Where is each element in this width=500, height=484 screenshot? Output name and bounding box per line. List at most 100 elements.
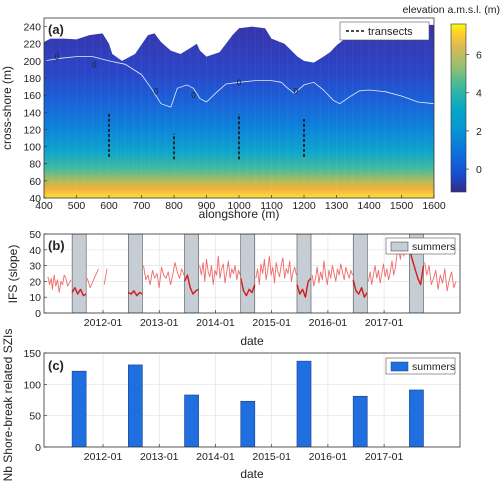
- colorbar-ticks: 0 2 4 6: [466, 50, 482, 176]
- panel-a-x-ticks: 400 500 600 700 800 900 1000 1100 1200 1300 1400 15…: [35, 195, 446, 212]
- x-tick-label: 1300: [325, 200, 349, 212]
- legend-box: [339, 21, 430, 41]
- y-tick-label: 160: [23, 90, 41, 102]
- contour-label: 0: [294, 87, 299, 96]
- y-tick-label: 60: [29, 176, 41, 188]
- panel-a: 000 000 400 500 600 700 800 900 1000 1100 1200 130…: [0, 4, 500, 221]
- x-tick-label: 2017-01: [365, 451, 404, 463]
- ifs-line: [424, 262, 457, 292]
- x-tick-label: 1000: [227, 200, 251, 212]
- x-tick-label: 400: [35, 200, 53, 212]
- colorbar-label: elevation a.m.s.l. (m): [403, 4, 500, 16]
- contour-label: 0: [191, 91, 196, 100]
- panel-a-xlabel: alongshore (m): [199, 207, 280, 221]
- ifs-summer-line: [240, 278, 256, 297]
- panel-c-x-ticks: 2012-01 2013-01 2014-01 2015-01 2016-01 2017-…: [84, 444, 404, 463]
- ifs-line: [199, 255, 241, 286]
- panel-b: 0 10 20 30 40 50 2012-01 2013-01 2014-01 2015-01…: [6, 229, 461, 348]
- x-tick-label: 900: [198, 200, 216, 212]
- legend-transects-label: transects: [368, 26, 413, 38]
- ifs-line: [47, 274, 72, 293]
- contour-label: 0: [237, 78, 242, 87]
- ifs-summer-line: [183, 274, 199, 295]
- szi-bar: [409, 389, 424, 447]
- y-tick-label: 0: [35, 442, 41, 454]
- x-tick-label: 1600: [422, 200, 446, 212]
- legend-summer-swatch: [390, 241, 409, 252]
- szi-bars: [71, 360, 424, 447]
- ifs-line: [86, 268, 99, 289]
- y-tick-label: 100: [23, 142, 41, 154]
- summer-band: [352, 234, 368, 313]
- y-tick-label: 140: [23, 107, 41, 119]
- panel-b-frame: [43, 233, 461, 314]
- x-tick-label: 2015-01: [252, 451, 291, 463]
- colorbar-tick-label: 0: [476, 164, 482, 176]
- y-tick-label: 220: [23, 39, 41, 51]
- colorbar-tick-label: 4: [476, 88, 482, 100]
- ifs-line: [143, 261, 185, 289]
- y-tick-label: 80: [29, 159, 41, 171]
- szi-bar: [184, 394, 199, 447]
- y-tick-label: 180: [23, 73, 41, 85]
- panel-a-label: (a): [48, 22, 64, 37]
- y-tick-label: 20: [29, 276, 41, 288]
- szi-bar: [240, 400, 256, 447]
- contour-labels: 0 0 0 0 0 0: [55, 53, 299, 101]
- szi-bar: [71, 370, 87, 447]
- summer-bands: [71, 234, 424, 313]
- y-tick-label: 40: [29, 193, 41, 205]
- panel-c-label: (c): [48, 358, 64, 373]
- ifs-line: [311, 260, 354, 287]
- ifs-summer-line: [296, 277, 312, 298]
- y-tick-label: 100: [23, 379, 41, 391]
- contour-label: 0: [92, 60, 97, 69]
- panel-a-ylabel: cross-shore (m): [0, 66, 14, 150]
- x-tick-label: 700: [133, 200, 151, 212]
- panel-b-label: (b): [48, 238, 65, 253]
- elevation-field: [44, 24, 434, 198]
- summer-band: [184, 234, 199, 313]
- panel-a-legend: transects: [339, 21, 430, 41]
- panel-a-y-ticks: 40 60 80 100 120 140 160 180 200 220 240: [23, 22, 47, 205]
- panel-c-xlabel: date: [240, 467, 264, 481]
- y-tick-label: 150: [23, 348, 41, 360]
- summer-band: [71, 234, 87, 313]
- panel-c-frame: [43, 352, 461, 448]
- y-tick-label: 10: [29, 292, 41, 304]
- ifs-summer-line: [127, 290, 143, 297]
- x-tick-label: 2017-01: [365, 317, 404, 329]
- panel-c-ylabel: Nb Shore-break related SZIs: [1, 329, 15, 482]
- x-tick-label: 1400: [357, 200, 381, 212]
- x-tick-label: 2012-01: [84, 317, 123, 329]
- x-tick-label: 2013-01: [140, 451, 179, 463]
- ifs-summer-line: [71, 287, 87, 297]
- legend-bar-swatch: [390, 361, 409, 372]
- y-tick-label: 50: [29, 229, 41, 241]
- x-tick-label: 2014-01: [196, 317, 235, 329]
- x-tick-label: 500: [68, 200, 86, 212]
- x-tick-label: 2016-01: [309, 317, 348, 329]
- colorbar: 0 2 4 6 elevation a.m.s.l. (m): [403, 4, 500, 193]
- x-tick-label: 600: [100, 200, 118, 212]
- summer-band: [296, 234, 312, 313]
- alongshore-stripes: [44, 18, 434, 198]
- szi-bar: [296, 360, 312, 447]
- colorbar-tick-label: 6: [476, 50, 482, 62]
- y-tick-label: 30: [29, 261, 41, 273]
- zero-elevation-contour: [44, 56, 434, 108]
- y-tick-label: 200: [23, 56, 41, 68]
- ifs-summer-line: [352, 279, 368, 298]
- x-tick-label: 2015-01: [252, 317, 291, 329]
- panel-c-legend: summers: [385, 357, 456, 375]
- x-tick-label: 1500: [390, 200, 414, 212]
- legend-bars-label: summers: [412, 361, 455, 373]
- legend-summers-label: summers: [412, 241, 455, 253]
- x-tick-label: 2013-01: [140, 317, 179, 329]
- y-tick-label: 120: [23, 124, 41, 136]
- panel-b-xlabel: date: [240, 334, 264, 348]
- ifs-line: [103, 268, 108, 285]
- szi-bar: [352, 395, 368, 447]
